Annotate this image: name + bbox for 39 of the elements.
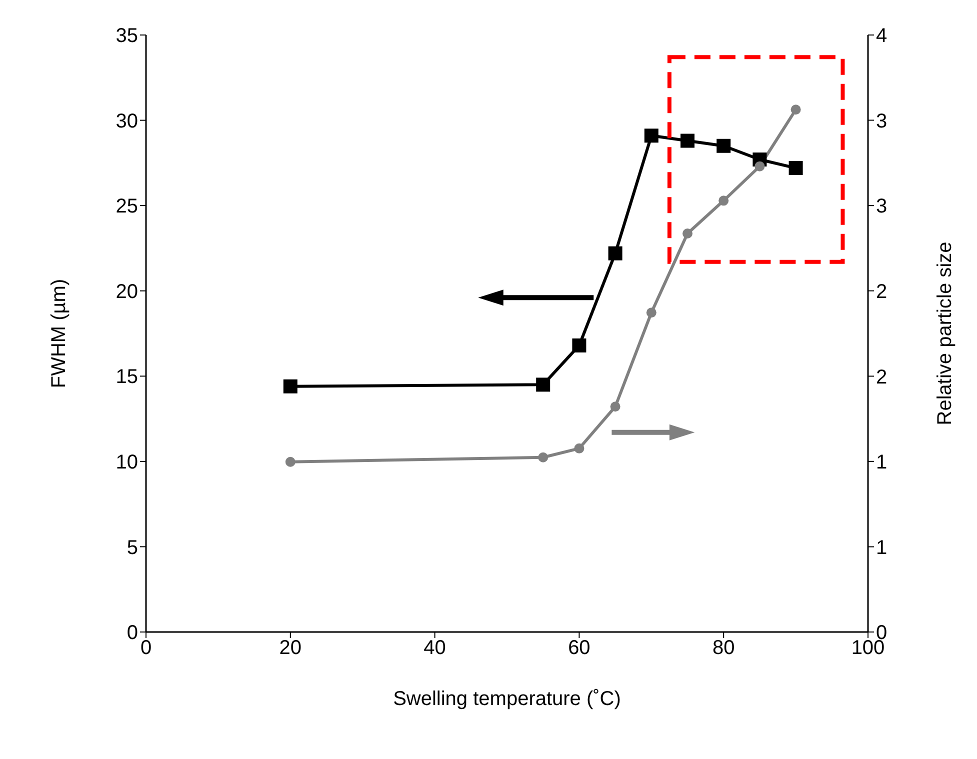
y-tick-label: 30 [116, 110, 138, 132]
point [646, 308, 656, 318]
point [788, 161, 803, 176]
x-tick-label: 80 [712, 637, 735, 660]
point [682, 228, 692, 239]
point [283, 379, 298, 394]
y2-tick-label: 3 [876, 110, 888, 132]
x-tick-label: 60 [568, 637, 590, 660]
point [608, 246, 622, 260]
x-tick-label: 20 [279, 637, 302, 660]
point [538, 452, 548, 462]
y2-tick-label: 2 [876, 280, 888, 303]
point [574, 443, 584, 454]
y-axis-title: FWHM (µm) [48, 278, 70, 388]
y2-tick-label: 1 [876, 452, 888, 474]
point [680, 134, 694, 148]
point [536, 378, 550, 392]
y-tick-label: 25 [116, 196, 138, 218]
y2-axis-title: Relative particle size [934, 242, 956, 426]
y2-tick-label: 4 [876, 25, 888, 48]
y2-tick-label: 2 [876, 366, 888, 388]
point [572, 338, 586, 352]
y2-tick-label: 3 [876, 196, 888, 218]
point [716, 138, 731, 153]
y-tick-label: 35 [116, 25, 138, 48]
y-tick-label: 15 [116, 366, 138, 388]
y-tick-label: 20 [116, 280, 138, 303]
y-tick-label: 10 [116, 452, 138, 474]
point [285, 456, 296, 467]
y-tick-label: 5 [126, 536, 138, 559]
y2-tick-label: 1 [876, 536, 888, 559]
x-axis-title: Swelling temperature (˚C) [393, 688, 621, 710]
y-tick-label: 0 [126, 622, 138, 644]
x-tick-label: 40 [424, 637, 446, 660]
point [644, 128, 658, 143]
point [610, 402, 620, 412]
point [754, 161, 765, 172]
point [790, 104, 801, 115]
point [718, 196, 729, 206]
